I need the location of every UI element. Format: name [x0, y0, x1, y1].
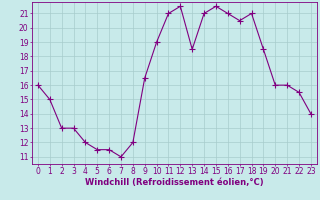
X-axis label: Windchill (Refroidissement éolien,°C): Windchill (Refroidissement éolien,°C) — [85, 178, 264, 187]
